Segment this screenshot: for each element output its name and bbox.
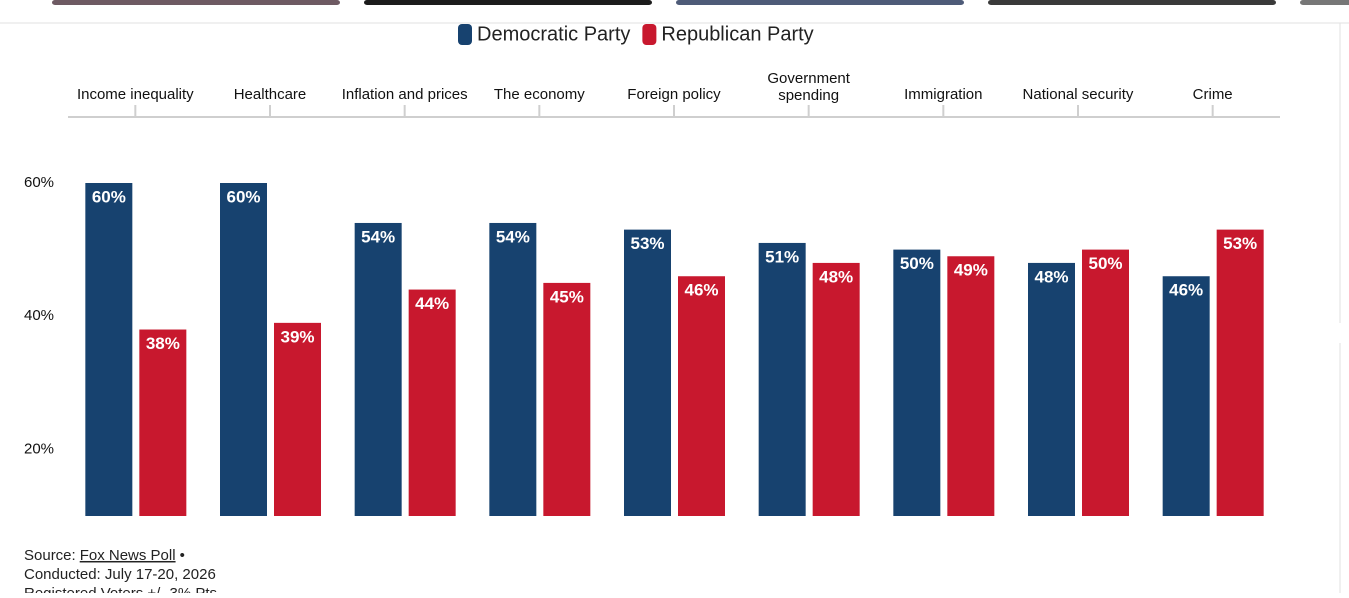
bar: [893, 249, 941, 516]
value-label: 39%: [280, 327, 314, 346]
source-link[interactable]: Fox News Poll: [80, 547, 176, 564]
legend-label: Republican Party: [661, 23, 813, 45]
value-label: 50%: [1088, 254, 1122, 273]
bar: [947, 256, 995, 516]
bar: [758, 242, 806, 516]
y-tick-label: 60%: [24, 174, 54, 191]
y-tick-label: 40%: [24, 307, 54, 324]
value-label: 54%: [361, 227, 395, 246]
y-tick-label: 20%: [24, 440, 54, 457]
value-label: 60%: [92, 187, 126, 206]
value-label: 49%: [954, 261, 988, 280]
value-label: 53%: [1223, 234, 1257, 253]
legend-label: Democratic Party: [477, 23, 630, 45]
value-label: 38%: [146, 334, 180, 353]
bar: [678, 276, 725, 516]
sample: Registered Voters +/- 3% Pts: [24, 585, 217, 593]
bar: [274, 322, 321, 516]
source-separator: •: [180, 547, 185, 564]
bar: [812, 262, 860, 516]
x-tick-label: Foreign policy: [627, 86, 721, 103]
value-label: 46%: [684, 281, 718, 300]
bar: [354, 222, 402, 516]
value-label: 45%: [550, 287, 584, 306]
x-tick-label: Income inequality: [77, 86, 194, 103]
legend-swatch: [458, 24, 472, 45]
bar: [1082, 249, 1129, 516]
value-label: 44%: [415, 294, 449, 313]
value-label: 54%: [496, 227, 530, 246]
x-tick-label: Healthcare: [234, 86, 307, 103]
bar: [624, 229, 671, 516]
bar: [1162, 276, 1210, 516]
x-tick-label: Government spending: [767, 70, 850, 104]
conducted: Conducted: July 17-20, 2026: [24, 566, 216, 583]
value-label: 50%: [900, 254, 934, 273]
x-tick-label: Immigration: [904, 86, 982, 103]
bar: [139, 329, 187, 516]
bar: [408, 289, 456, 516]
bar: [1216, 229, 1264, 516]
bar: [220, 183, 267, 516]
value-label: 48%: [1034, 267, 1068, 286]
value-label: 48%: [819, 267, 853, 286]
source-label: Source:: [24, 547, 76, 564]
x-tick-label: National security: [1023, 86, 1134, 103]
value-label: 46%: [1169, 281, 1203, 300]
bar: [85, 183, 133, 516]
legend-swatch: [642, 24, 657, 45]
value-label: 53%: [630, 234, 664, 253]
value-label: 51%: [765, 247, 799, 266]
bar: [1028, 262, 1075, 516]
bar: [543, 282, 591, 516]
x-tick-label: The economy: [494, 86, 585, 103]
x-tick-label: Crime: [1193, 86, 1233, 103]
value-label: 60%: [226, 187, 260, 206]
bar: [489, 222, 537, 516]
x-tick-label: Inflation and prices: [342, 86, 468, 103]
